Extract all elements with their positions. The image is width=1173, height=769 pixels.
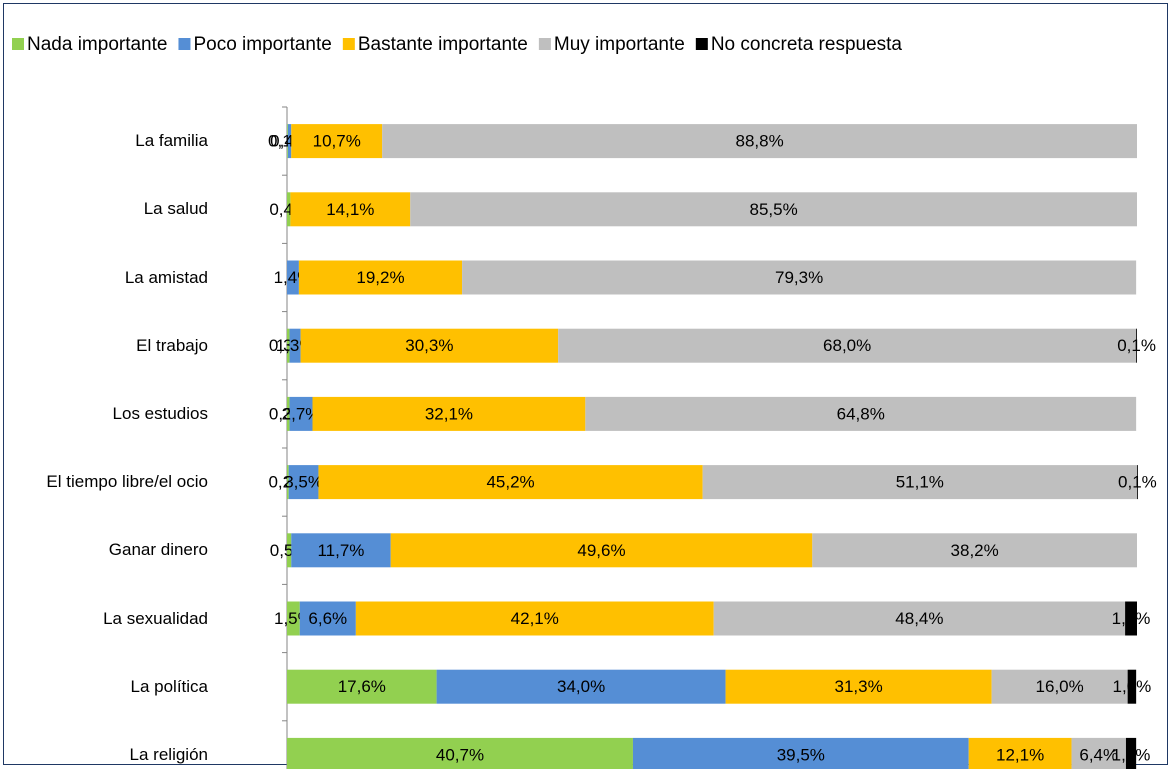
bar-segment [299,601,356,636]
data-label: 6,4% [1079,745,1118,764]
bar-segment [558,328,1137,363]
category-label: La sexualidad [103,608,208,628]
bar-segment [291,124,383,159]
data-label: 1,2% [1112,745,1151,764]
bar-segment [300,328,559,363]
bar-segment [289,328,301,363]
bar-segment [1125,601,1137,636]
legend-label: Nada importante [27,34,167,55]
bar-segment [632,737,969,769]
category-label: La familia [135,131,208,151]
data-label: 17,6% [338,677,386,696]
data-label: 68,0% [823,336,871,355]
bar-segment [702,465,1137,500]
data-label: 10,7% [313,132,361,151]
data-label: 42,1% [511,609,559,628]
bar-segment [462,260,1137,295]
bar-segment [968,737,1072,769]
legend-label: Poco importante [193,34,331,55]
data-label: 39,5% [777,745,825,764]
bar-segment [1125,737,1137,769]
bar-segment [287,396,290,431]
bar-segment [812,533,1137,568]
bar-segment [289,396,313,431]
data-label: 16,0% [1036,677,1084,696]
bar-segment [312,396,586,431]
legend-swatch [695,38,708,50]
bar-segment [287,124,292,159]
bar-segment [287,124,288,159]
data-label: 0,1% [1118,473,1157,492]
bar-segment [291,533,391,568]
data-label: 88,8% [735,132,783,151]
bar-segment [725,669,992,704]
category-label: La salud [143,199,208,219]
legend-swatch [538,38,551,50]
data-label: 49,6% [577,541,625,560]
bar-segment [436,669,726,704]
bar-segment [287,601,300,636]
bar-segment [1127,669,1137,704]
bar-segment [390,533,813,568]
data-label: 40,7% [436,745,484,764]
legend-swatch [12,38,24,50]
bar-segment [1071,737,1126,769]
bar-segment [713,601,1126,636]
bar-segment [287,192,291,227]
data-label: 85,5% [750,200,798,219]
legend-swatch [342,38,355,50]
bar-segment [287,260,299,295]
data-label: 11,7% [317,541,364,560]
bar-segment [287,737,633,769]
bar-segment [410,192,1137,227]
bar-segment [1137,465,1138,500]
data-label: 0,1% [1117,336,1156,355]
data-label: 38,2% [951,541,999,560]
category-label: El tiempo libre/el ocio [46,472,208,492]
legend-label: No concreta respuesta [711,34,903,55]
data-label: 34,0% [557,677,605,696]
bar-segment [288,465,319,500]
bar-segment [382,124,1137,159]
data-label: 2,7% [282,404,321,423]
bar-segment [287,465,289,500]
bar-segment [290,192,411,227]
data-label: 32,1% [425,404,473,423]
bar-segment [1136,328,1137,363]
data-label: 48,4% [895,609,943,628]
data-label: 31,3% [835,677,883,696]
bar-segment [355,601,714,636]
data-label: 64,8% [837,404,885,423]
data-label: 14,1% [326,200,374,219]
category-label: Ganar dinero [108,540,208,560]
bar-segment [585,396,1137,431]
bar-segment [287,669,437,704]
category-label: Los estudios [112,403,208,423]
category-label: El trabajo [136,335,208,355]
data-label: 30,3% [405,336,453,355]
bar-segment [298,260,463,295]
data-label: 45,2% [486,473,534,492]
bar-segment [318,465,703,500]
data-label: 1,0% [1113,677,1152,696]
bar-segment [287,328,290,363]
data-label: 51,1% [896,473,944,492]
data-label: 1,4% [1112,609,1151,628]
legend-label: Bastante importante [358,34,528,55]
data-label: 79,3% [775,268,823,287]
legend-swatch [178,38,191,50]
bar-segment [287,533,292,568]
bar-segment [991,669,1128,704]
category-label: La amistad [124,267,208,287]
category-label: La política [130,676,209,696]
data-label: 12,1% [996,745,1044,764]
data-label: 6,6% [308,609,347,628]
legend-label: Muy importante [554,34,685,55]
data-label: 19,2% [356,268,404,287]
data-label: 3,5% [284,473,323,492]
category-label: La religión [129,744,208,764]
